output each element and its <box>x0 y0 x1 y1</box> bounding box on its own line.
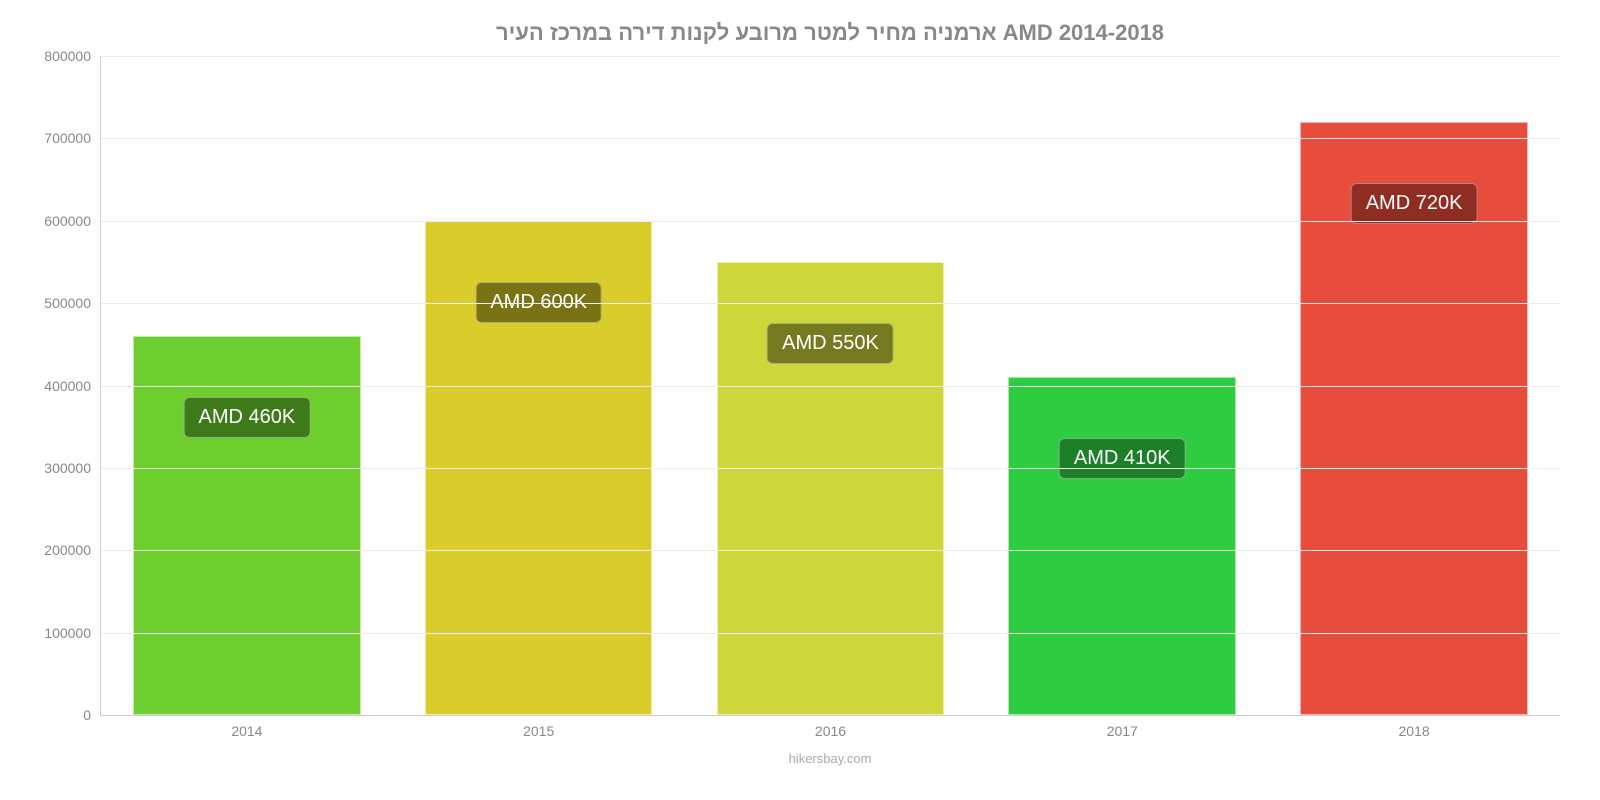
y-tick-label: 300000 <box>44 460 101 476</box>
gridline <box>101 633 1560 634</box>
y-tick-label: 400000 <box>44 378 101 394</box>
y-tick-label: 200000 <box>44 542 101 558</box>
chart-footer: hikersbay.com <box>100 751 1560 766</box>
bar: AMD 720K <box>1300 122 1528 715</box>
x-tick-label: 2015 <box>393 723 685 739</box>
x-tick-label: 2017 <box>976 723 1268 739</box>
x-axis-labels: 20142015201620172018 <box>101 723 1560 739</box>
y-tick-label: 100000 <box>44 625 101 641</box>
bar: AMD 550K <box>717 262 945 715</box>
bar: AMD 410K <box>1008 377 1236 715</box>
y-tick-label: 600000 <box>44 213 101 229</box>
gridline <box>101 303 1560 304</box>
chart-container: ארמניה מחיר למטר מרובע לקנות דירה במרכז … <box>0 0 1600 800</box>
bar-value-label: AMD 720K <box>1351 183 1478 224</box>
gridline <box>101 221 1560 222</box>
bar-value-label: AMD 410K <box>1059 438 1186 479</box>
plot-area: AMD 460KAMD 600KAMD 550KAMD 410KAMD 720K… <box>100 56 1560 716</box>
gridline <box>101 550 1560 551</box>
bar-value-label: AMD 550K <box>767 323 894 364</box>
bar: AMD 460K <box>133 336 361 715</box>
x-tick-label: 2018 <box>1268 723 1560 739</box>
gridline <box>101 386 1560 387</box>
y-tick-label: 0 <box>83 707 101 723</box>
x-tick-label: 2016 <box>685 723 977 739</box>
y-tick-label: 500000 <box>44 295 101 311</box>
bar-value-label: AMD 460K <box>184 397 311 438</box>
y-tick-label: 800000 <box>44 48 101 64</box>
x-tick-label: 2014 <box>101 723 393 739</box>
y-tick-label: 700000 <box>44 130 101 146</box>
gridline <box>101 56 1560 57</box>
chart-title: ארמניה מחיר למטר מרובע לקנות דירה במרכז … <box>100 20 1560 46</box>
gridline <box>101 138 1560 139</box>
gridline <box>101 468 1560 469</box>
